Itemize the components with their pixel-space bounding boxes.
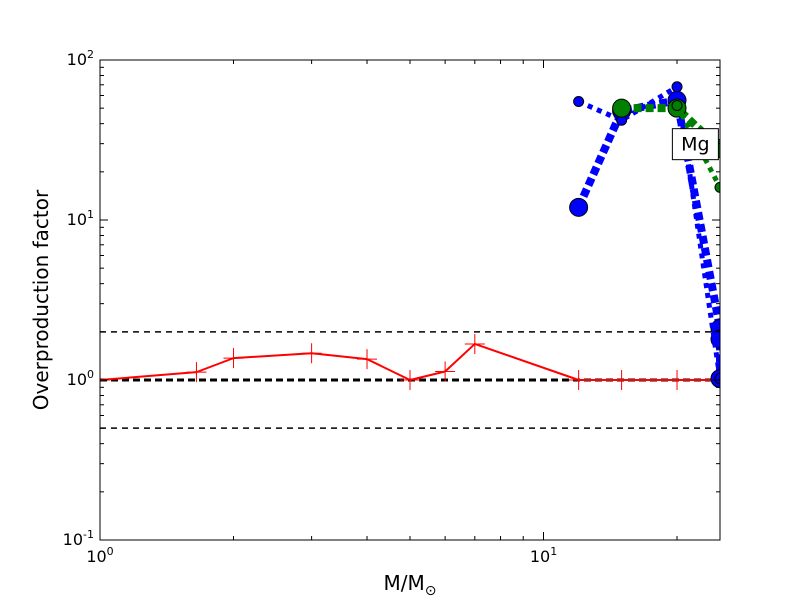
plot-area bbox=[100, 60, 720, 540]
series-0 bbox=[100, 333, 720, 390]
y-tick-label: 10-1 bbox=[63, 528, 94, 549]
data-point-2-3 bbox=[714, 373, 720, 385]
series-line-2 bbox=[577, 84, 720, 379]
data-point-0-5 bbox=[400, 370, 420, 390]
y-tick-label: 100 bbox=[67, 368, 94, 389]
data-point-0-6 bbox=[435, 361, 456, 382]
annotation-rect bbox=[671, 128, 719, 161]
data-point-0-4 bbox=[357, 349, 378, 370]
data-point-0-1 bbox=[186, 362, 207, 383]
annotation-label: Mg bbox=[681, 134, 709, 156]
data-point-0-9 bbox=[611, 370, 632, 390]
x-tick-label: 100 bbox=[86, 545, 113, 566]
data-point-3-0 bbox=[612, 98, 632, 118]
y-tick-label: 101 bbox=[67, 208, 94, 229]
series-4 bbox=[671, 99, 720, 193]
data-point-4-1 bbox=[714, 181, 720, 193]
y-tick-label: 102 bbox=[67, 48, 94, 69]
data-point-1-0 bbox=[569, 197, 589, 217]
data-point-0-7 bbox=[464, 333, 485, 354]
data-point-0-10 bbox=[667, 370, 688, 390]
data-point-0-8 bbox=[568, 370, 589, 390]
x-axis-label-subscript: ⊙ bbox=[425, 583, 437, 599]
series-line-1 bbox=[574, 96, 720, 379]
data-point-2-2 bbox=[671, 81, 683, 93]
series-2 bbox=[573, 81, 720, 385]
data-point-0-3 bbox=[301, 343, 322, 364]
x-axis-label: M/M⊙ bbox=[384, 571, 437, 599]
data-point-4-0 bbox=[671, 99, 683, 111]
annotation-box: Mg bbox=[671, 128, 719, 161]
data-point-2-0 bbox=[573, 96, 585, 108]
y-axis-label: Overproduction factor bbox=[29, 189, 53, 410]
data-point-0-2 bbox=[223, 348, 244, 369]
x-tick-label: 101 bbox=[530, 545, 557, 566]
